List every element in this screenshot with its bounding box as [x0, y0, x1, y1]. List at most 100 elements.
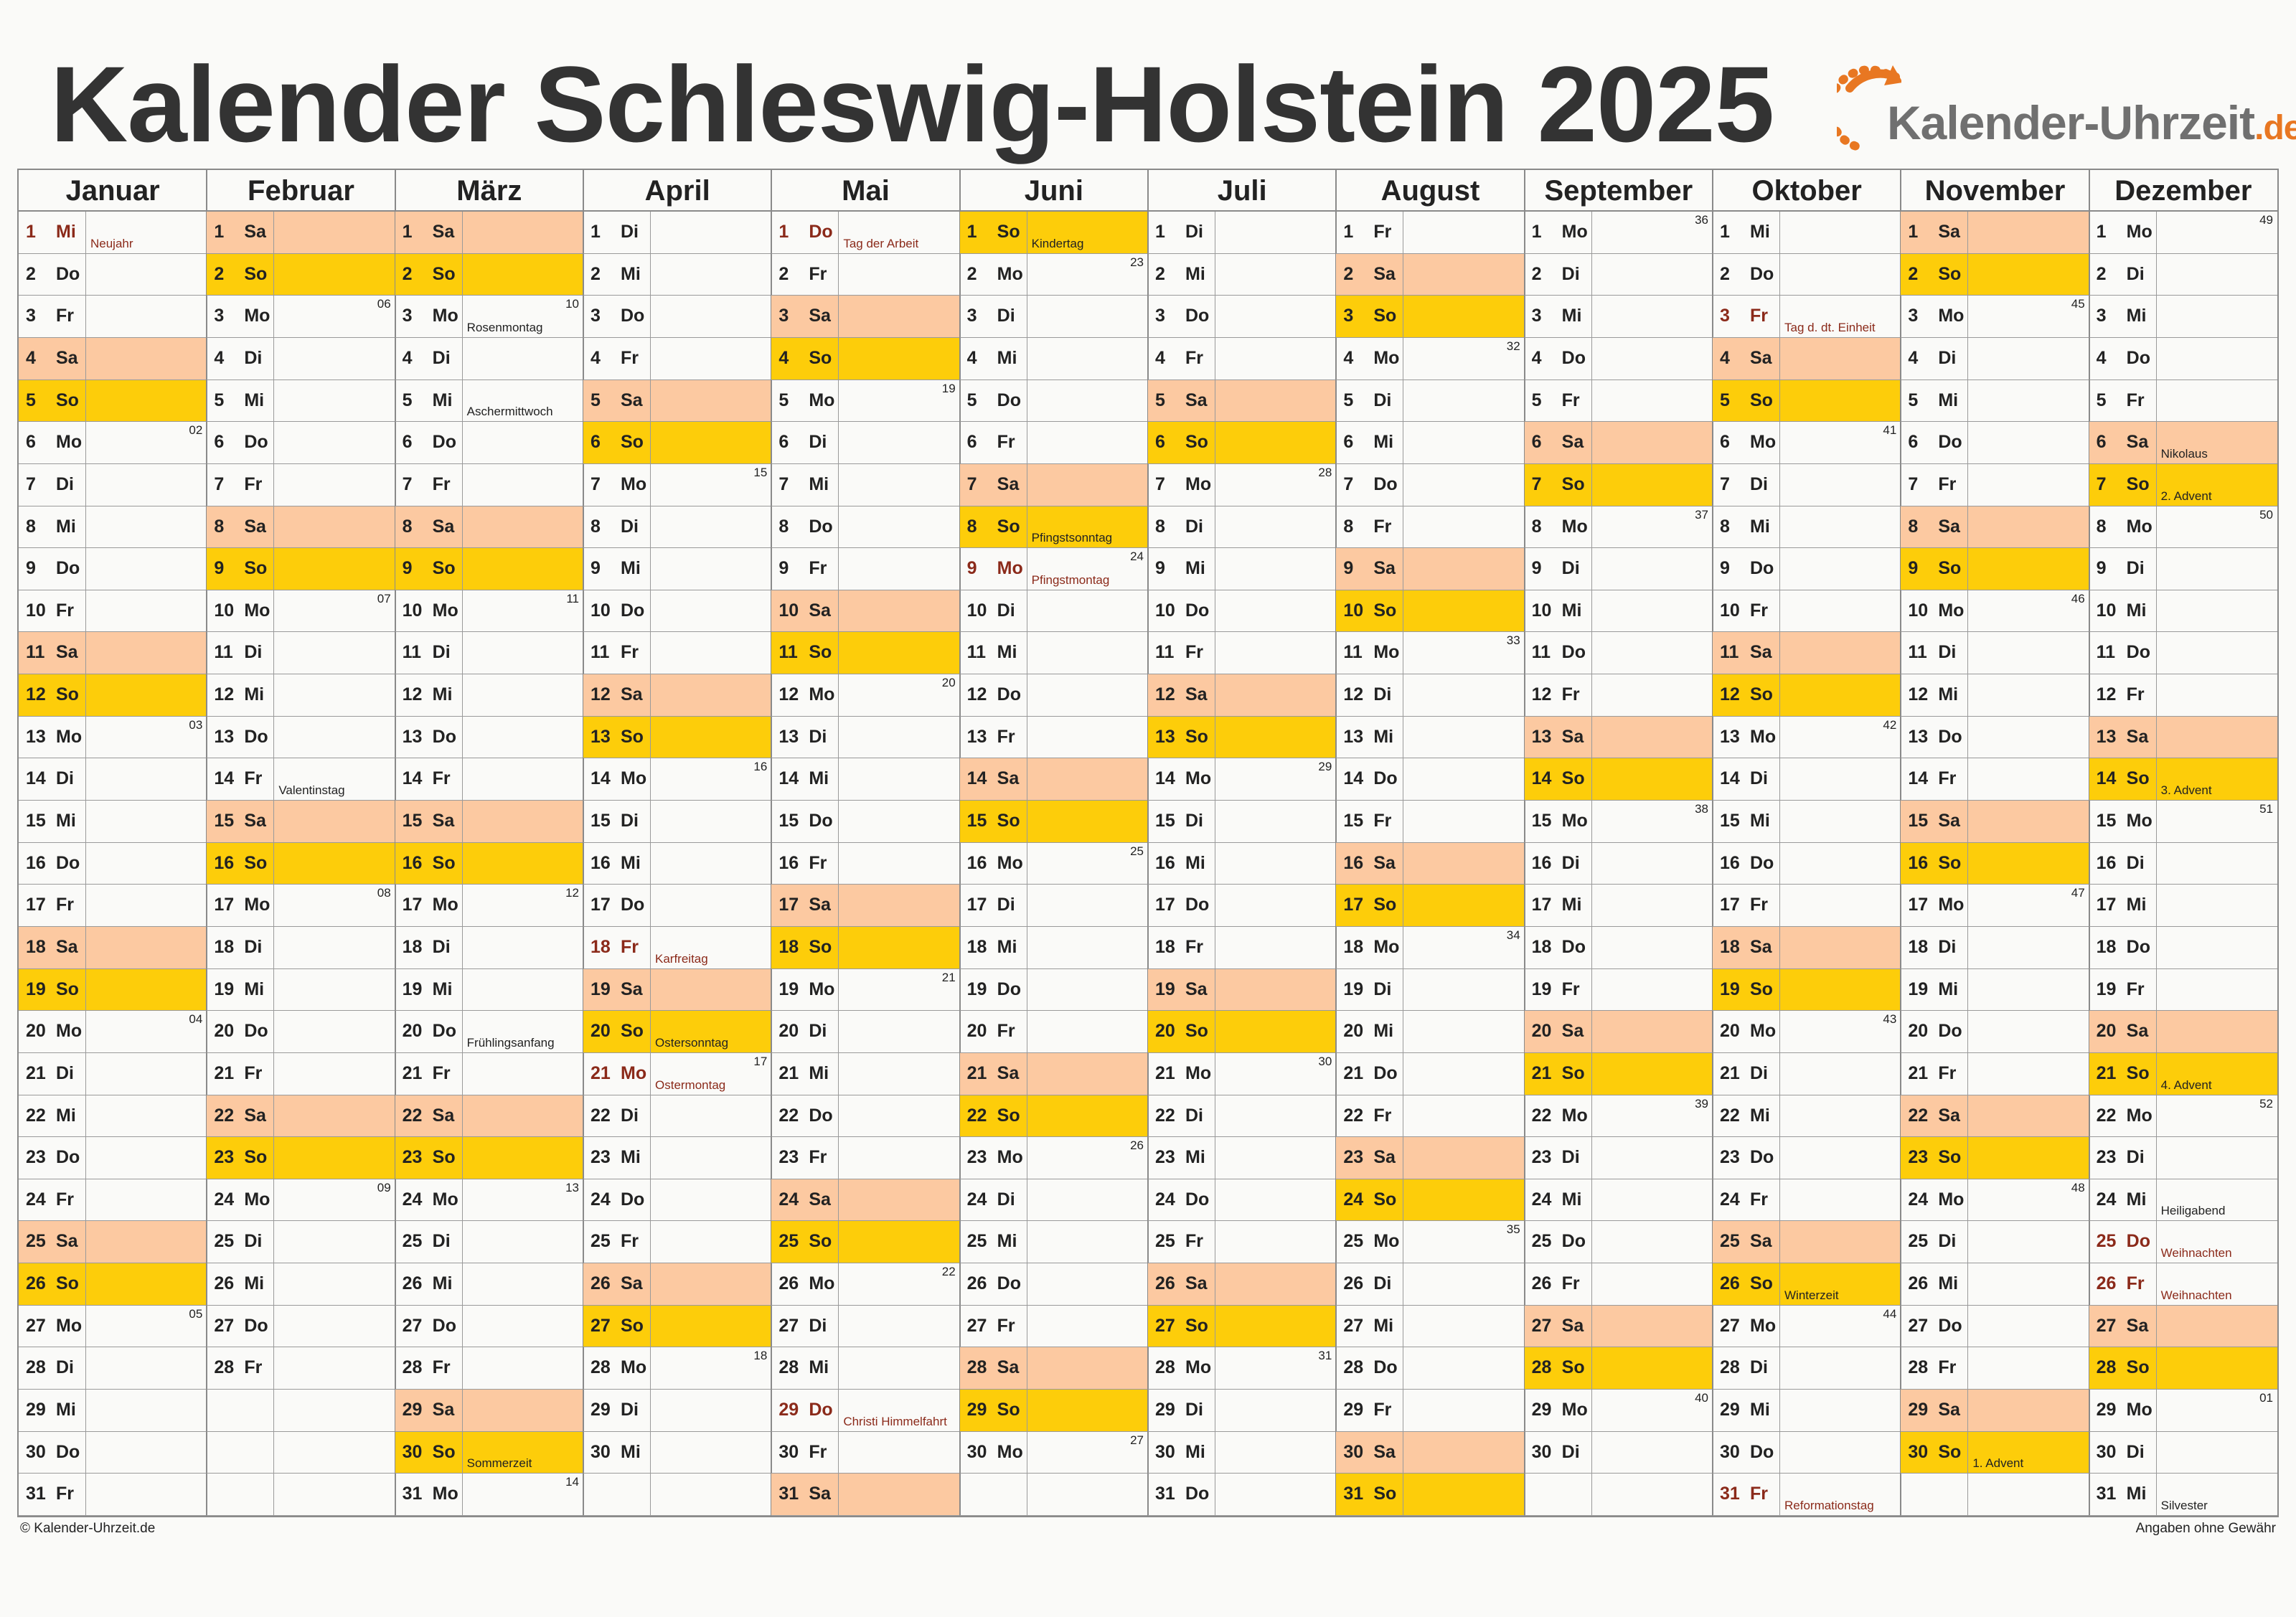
- day-label-cell: 24 Mo: [1901, 1179, 1969, 1221]
- weekday-abbr: Do: [1750, 1441, 1774, 1462]
- day-row: 29 Sa: [1901, 1390, 2089, 1432]
- day-label-cell: 16 Mi: [583, 842, 651, 885]
- day-number: 25: [1908, 1231, 1929, 1252]
- day-row: 22 Do: [771, 1095, 960, 1138]
- weekday-abbr: So: [56, 979, 79, 999]
- day-number: 15: [402, 811, 423, 831]
- day-number: 3: [966, 306, 977, 326]
- day-number: 17: [214, 895, 235, 915]
- day-number: 21: [966, 1062, 987, 1083]
- day-number: 30: [1343, 1441, 1364, 1462]
- day-label-cell: 9 Di: [2089, 548, 2157, 590]
- day-label-cell: 26 Mi: [395, 1263, 463, 1305]
- day-number: 28: [1155, 1357, 1175, 1378]
- day-number: 8: [591, 516, 601, 537]
- day-row: 17 Do: [1148, 885, 1337, 927]
- day-row: 31 Do: [1148, 1474, 1337, 1516]
- day-number: 18: [1155, 936, 1175, 957]
- weekday-abbr: Do: [1561, 347, 1586, 368]
- day-row: 23 Do: [1713, 1137, 1901, 1179]
- day-label-cell: 14 Sa: [960, 758, 1027, 801]
- day-label-cell: 7 Mo: [583, 463, 651, 506]
- day-row: 16 Sa: [1336, 842, 1525, 885]
- weekday-abbr: Mi: [1561, 1189, 1582, 1210]
- day-label-cell: 14 Fr: [207, 758, 275, 801]
- day-row: 20 Do Frühlingsanfang: [395, 1011, 583, 1053]
- day-number: 16: [2096, 852, 2117, 873]
- day-number: 7: [1531, 473, 1542, 494]
- day-number: 23: [2096, 1147, 2117, 1168]
- logo-name: Kalender-Uhrzeit: [1887, 96, 2255, 149]
- weekday-abbr: Mi: [56, 1105, 76, 1126]
- day-label-cell: 4 Do: [1525, 337, 1592, 380]
- day-label-cell: 4 Do: [2089, 337, 2157, 380]
- day-label-cell: 9 Mi: [1148, 548, 1215, 590]
- day-row: 23 Fr: [771, 1137, 960, 1179]
- day-number: 27: [214, 1315, 235, 1336]
- day-number: 31: [402, 1484, 423, 1504]
- weekday-abbr: So: [1373, 895, 1397, 915]
- weekday-abbr: Mo: [2126, 1400, 2152, 1420]
- weekday-abbr: Di: [1185, 1105, 1203, 1126]
- weekday-abbr: Di: [621, 1105, 639, 1126]
- day-label-cell: [960, 1474, 1027, 1515]
- day-row: 5 Fr: [1524, 380, 1713, 423]
- day-label-cell: 5 Sa: [1148, 380, 1215, 422]
- day-row: 1 Fr: [1336, 212, 1525, 254]
- day-number: 9: [1155, 558, 1165, 579]
- week-number: 45: [2071, 297, 2085, 311]
- weekday-abbr: Do: [1938, 726, 1962, 747]
- day-row: 10 Mi: [2089, 590, 2277, 633]
- day-number: 10: [966, 600, 987, 621]
- day-number: 26: [1720, 1273, 1740, 1294]
- day-label-cell: 29 Di: [1148, 1390, 1215, 1431]
- day-row: 10 Mo 11: [395, 590, 583, 633]
- day-label-cell: 8 Sa: [207, 506, 275, 548]
- day-row: 14 So: [1524, 758, 1713, 801]
- day-number: 30: [1720, 1441, 1740, 1462]
- day-number: 8: [966, 516, 977, 537]
- day-row: 10 Fr: [1713, 590, 1901, 633]
- day-label-cell: 24 Fr: [19, 1179, 86, 1221]
- weekday-abbr: So: [997, 811, 1020, 831]
- week-number: 40: [1695, 1391, 1708, 1405]
- month-column: Januar 1 Mi Neujahr 2 Do 3 Fr 4 Sa 5 So 6 Mo 02 7 Di 8 Mi 9…: [19, 170, 207, 1516]
- event-label: Reformationstag: [1784, 1498, 1874, 1512]
- day-label-cell: 12 Fr: [2089, 674, 2157, 716]
- day-number: 4: [2096, 347, 2107, 368]
- day-row: 14 Mo 16: [583, 758, 772, 801]
- day-row: 19 Di: [1336, 968, 1525, 1012]
- weekday-abbr: Mo: [244, 895, 270, 915]
- day-label-cell: 19 Fr: [1525, 968, 1592, 1011]
- day-label-cell: 28 Di: [19, 1347, 86, 1390]
- day-label-cell: 29 Mo: [2089, 1390, 2157, 1431]
- weekday-abbr: Mi: [621, 852, 641, 873]
- day-label-cell: 24 Do: [583, 1179, 651, 1221]
- day-row: 25 Sa: [1713, 1221, 1901, 1264]
- weekday-abbr: Do: [621, 895, 645, 915]
- day-row: 25 Mi: [959, 1221, 1148, 1264]
- day-row: 24 Fr: [1713, 1179, 1901, 1222]
- day-row: 25 So: [771, 1221, 960, 1264]
- day-number: 1: [214, 222, 225, 242]
- day-label-cell: 23 So: [395, 1137, 463, 1179]
- brand-logo[interactable]: Kalender-Uhrzeit.de: [1837, 61, 2296, 169]
- day-row: 30 Mi: [1148, 1431, 1337, 1474]
- day-number: 6: [966, 432, 977, 453]
- day-row: 16 Do: [19, 842, 207, 885]
- day-label-cell: 7 Fr: [207, 463, 275, 506]
- day-number: 22: [26, 1105, 46, 1126]
- event-label: Ostersonntag: [655, 1035, 729, 1050]
- month-column: April 1 Di 2 Mi 3 Do 4 Fr 5 Sa 6 So 7 Mo 15 8 Di 9 Mi 10 Do 11…: [583, 170, 772, 1516]
- logo-tld: .de: [2254, 109, 2296, 147]
- weekday-abbr: Do: [1938, 1021, 1962, 1042]
- weekday-abbr: So: [809, 642, 832, 663]
- weekday-abbr: So: [809, 347, 832, 368]
- day-row: 25 Fr: [583, 1221, 772, 1264]
- day-row: 28 Fr: [395, 1347, 583, 1390]
- day-label-cell: 9 Do: [19, 548, 86, 590]
- day-row: 16 So: [1901, 842, 2089, 885]
- week-number: 46: [2071, 591, 2085, 605]
- day-label-cell: 14 Mo: [583, 758, 651, 801]
- day-row: 15 Sa: [207, 801, 395, 843]
